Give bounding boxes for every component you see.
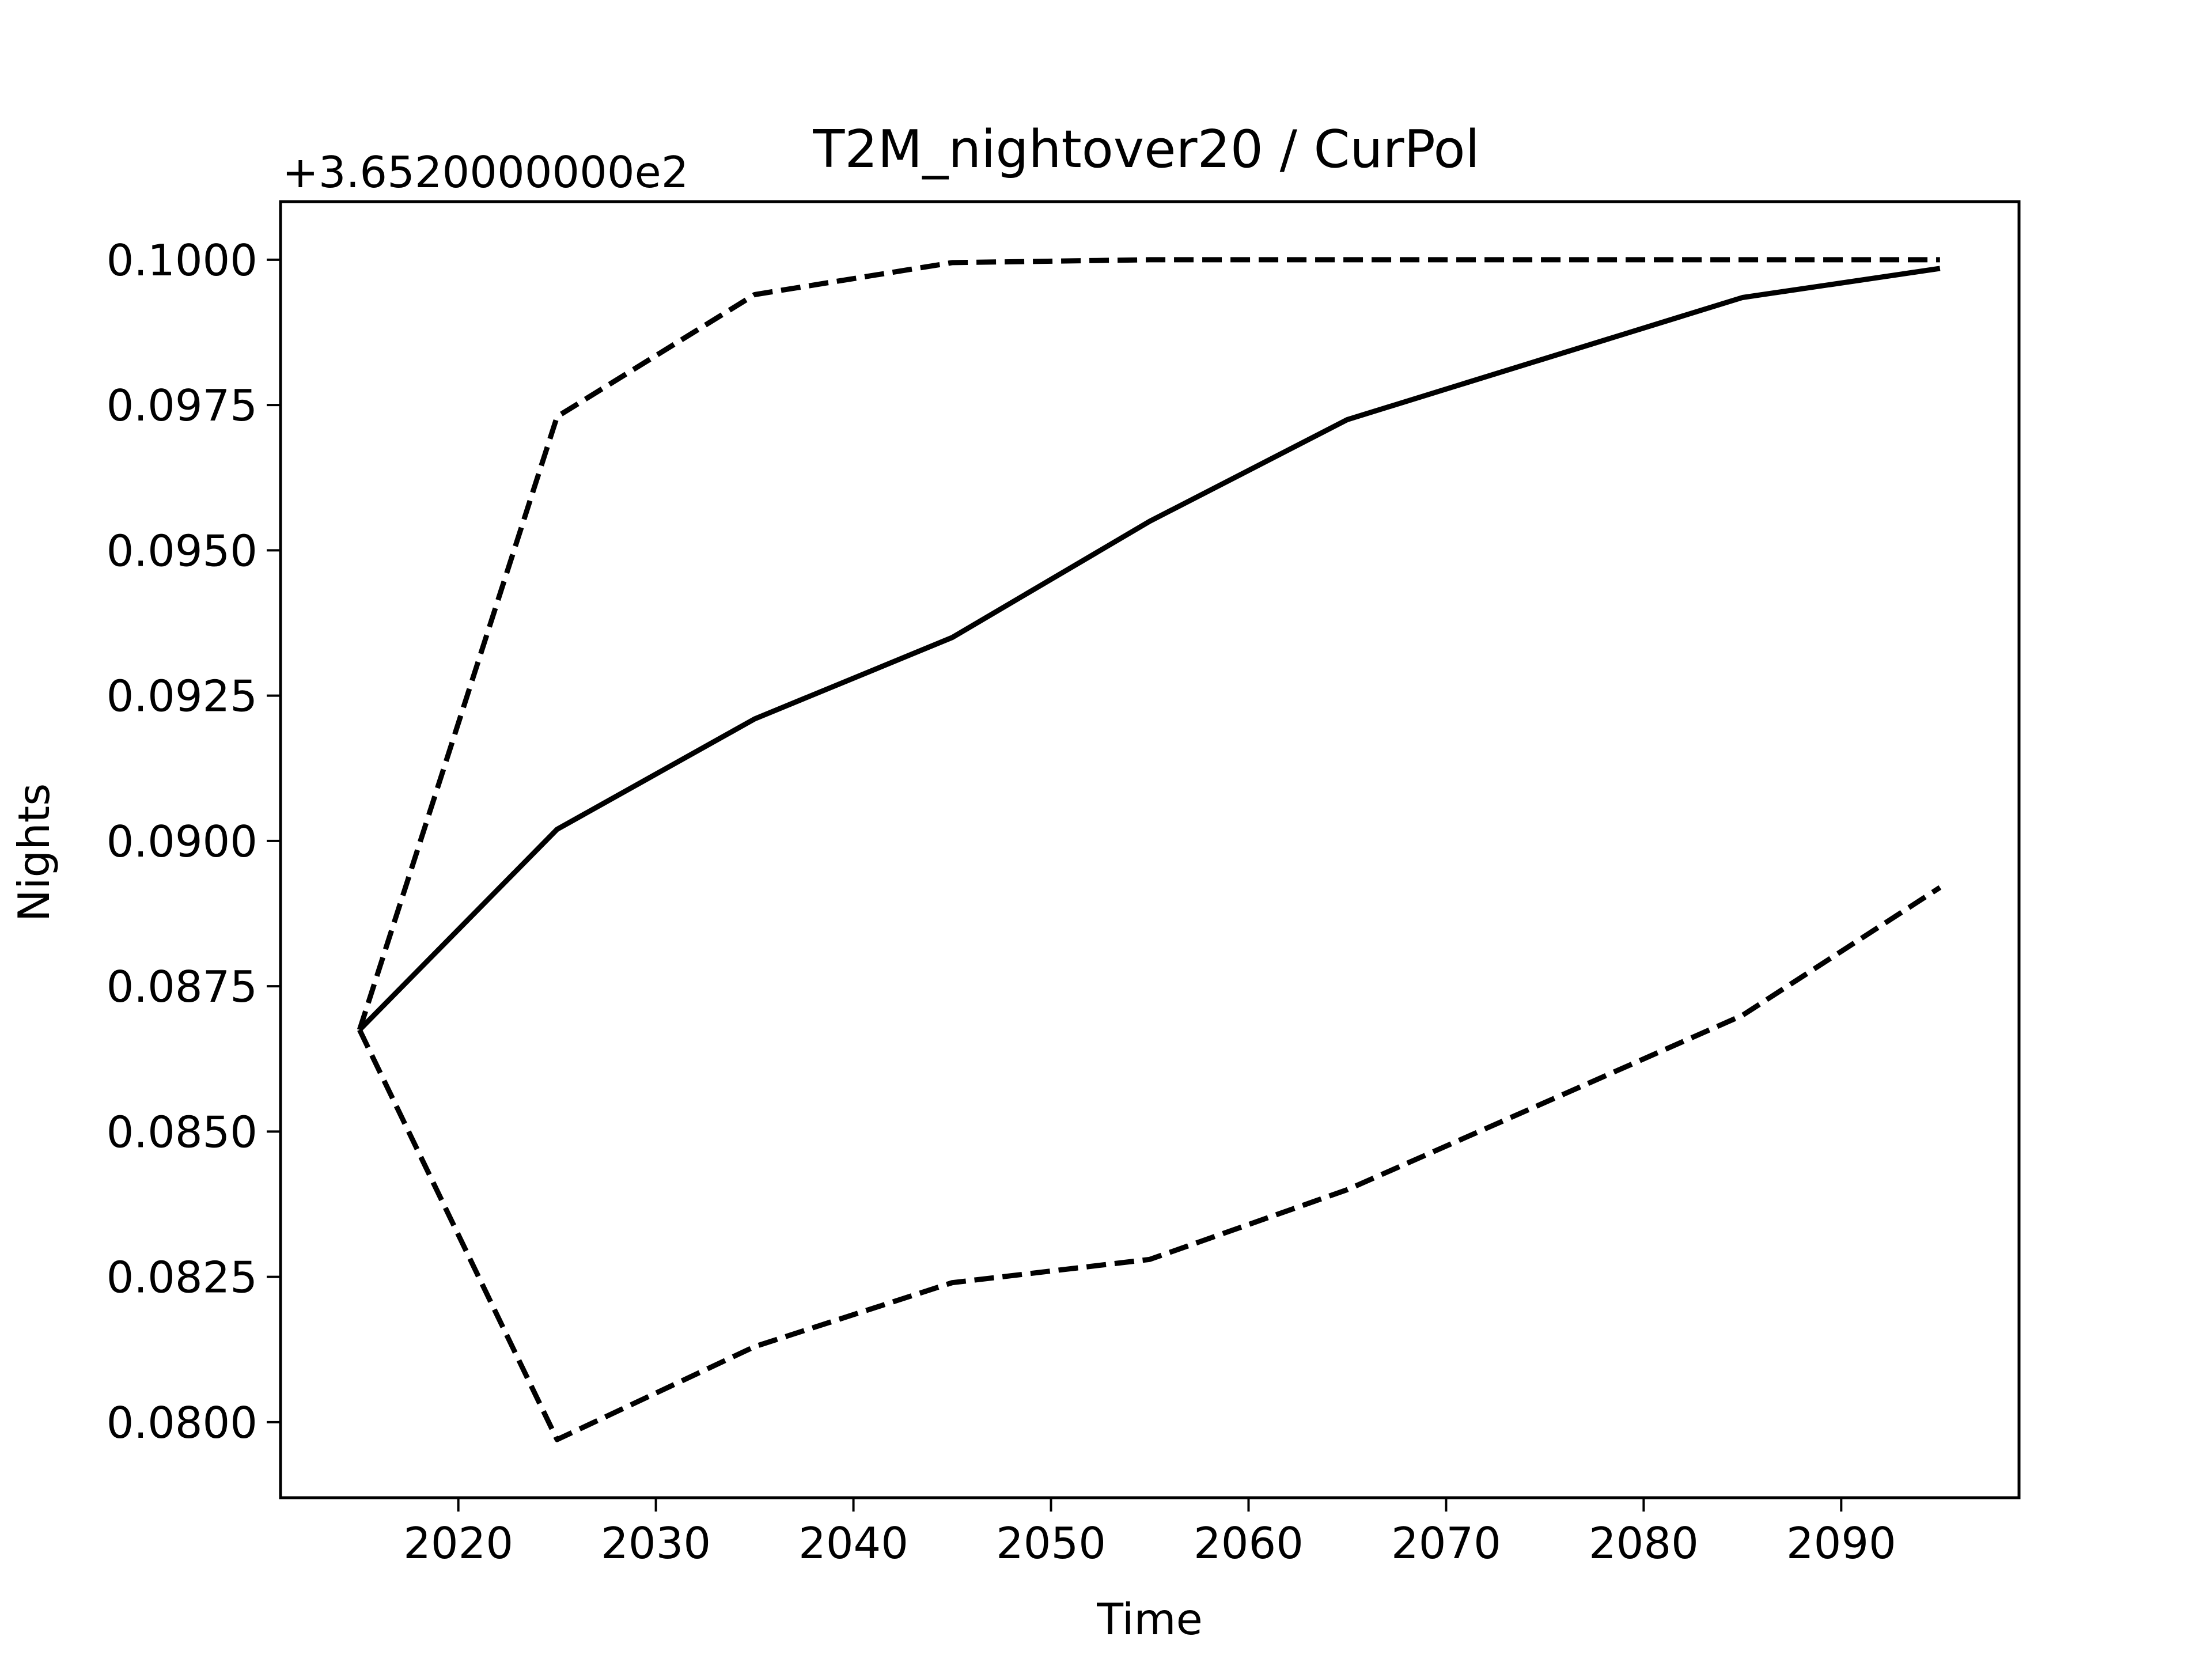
y-tick-label: 0.0800 (107, 1397, 257, 1448)
y-offset-label: +3.6520000000e2 (282, 147, 688, 198)
x-axis-label: Time (1096, 1594, 1203, 1645)
x-tick-label: 2070 (1391, 1518, 1501, 1569)
y-tick-label: 0.0825 (107, 1252, 257, 1303)
series-layer (357, 257, 1942, 1442)
axes-layer: 2020 2030 2040 2050 2060 2070 2080 2090 0.0800 0.… (107, 235, 1896, 1569)
x-tick-label: 2090 (1786, 1518, 1896, 1569)
y-tick-label: 0.1000 (107, 235, 257, 286)
y-tick-label: 0.0900 (107, 816, 257, 867)
series-line-2 (357, 257, 1940, 1031)
x-tick-label: 2030 (601, 1518, 711, 1569)
x-tick-label: 2080 (1589, 1518, 1699, 1569)
x-tick-label: 2060 (1194, 1518, 1304, 1569)
y-tick-label: 0.0950 (107, 525, 257, 576)
y-tick-label: 0.0925 (107, 671, 257, 722)
x-tick-label: 2050 (996, 1518, 1106, 1569)
y-axis-label: Nights (9, 783, 59, 922)
chart-title: T2M_nightover20 / CurPol (812, 119, 1479, 180)
plot-frame (279, 200, 2021, 1499)
series-line-1 (357, 266, 1941, 1032)
y-tick-label: 0.0975 (107, 380, 257, 431)
series-line-3 (357, 885, 1942, 1442)
x-tick-label: 2020 (403, 1518, 513, 1569)
x-tick-label: 2040 (798, 1518, 908, 1569)
y-tick-label: 0.0850 (107, 1107, 257, 1157)
y-tick-label: 0.0875 (107, 961, 257, 1012)
